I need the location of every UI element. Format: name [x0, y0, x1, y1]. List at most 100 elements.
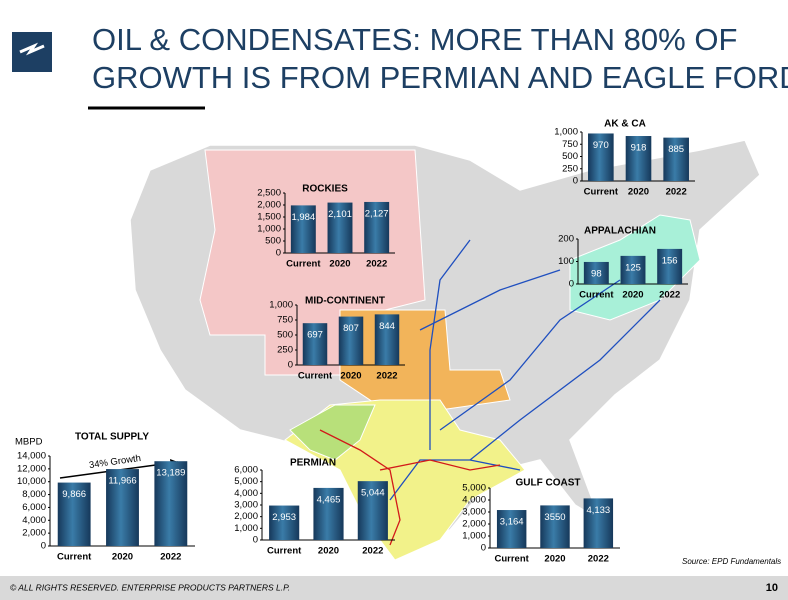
- y-tick-label: 1,000: [234, 523, 258, 534]
- value-label: 2,127: [365, 208, 389, 219]
- y-tick-label: 2,000: [234, 511, 258, 522]
- y-tick-label: 750: [562, 139, 578, 150]
- x-tick-label: Current: [579, 290, 614, 301]
- y-tick-label: 0: [41, 541, 46, 552]
- y-tick-label: 2,000: [22, 528, 46, 539]
- bar: [154, 461, 188, 546]
- y-tick-label: 3,000: [234, 500, 258, 511]
- y-tick-label: 6,000: [22, 502, 46, 513]
- y-tick-label: 250: [562, 163, 578, 174]
- y-tick-label: 10,000: [17, 476, 46, 487]
- y-tick-label: 250: [277, 345, 293, 356]
- value-label: 807: [343, 323, 359, 334]
- value-label: 697: [307, 330, 323, 341]
- bar: [57, 482, 91, 546]
- x-tick-label: 2022: [366, 259, 387, 270]
- y-tick-label: 2,000: [462, 519, 486, 530]
- logo-mark: [19, 42, 45, 56]
- y-tick-label: 1,000: [462, 531, 486, 542]
- x-tick-label: 2020: [329, 259, 350, 270]
- x-tick-label: 2022: [588, 554, 609, 565]
- bar: [496, 510, 527, 548]
- x-tick-label: 2022: [659, 290, 680, 301]
- chart-title: AK & CA: [604, 119, 646, 130]
- y-tick-label: 5,000: [234, 476, 258, 487]
- chart-title: GULF COAST: [516, 478, 581, 489]
- y-tick-label: 2,500: [257, 188, 281, 199]
- y-tick-label: 5,000: [462, 483, 486, 494]
- footer-text: © ALL RIGHTS RESERVED. ENTERPRISE PRODUC…: [10, 582, 290, 592]
- bar: [338, 316, 364, 365]
- value-label: 4,133: [586, 505, 610, 516]
- value-label: 970: [593, 140, 609, 151]
- x-tick-label: Current: [584, 187, 619, 198]
- y-tick-label: 12,000: [17, 463, 46, 474]
- y-tick-label: 0: [253, 535, 258, 546]
- value-label: 2,101: [328, 209, 352, 220]
- y-tick-label: 0: [481, 543, 486, 554]
- y-tick-label: 0: [573, 176, 578, 187]
- x-tick-label: Current: [57, 552, 92, 563]
- value-label: 844: [379, 321, 395, 332]
- x-tick-label: Current: [267, 546, 302, 557]
- x-tick-label: 2022: [160, 552, 181, 563]
- x-tick-label: Current: [495, 554, 530, 565]
- bar: [290, 205, 316, 253]
- bar: [583, 261, 609, 284]
- bar: [357, 481, 388, 540]
- x-tick-label: 2020: [622, 290, 643, 301]
- slide-title-line-1: OIL & CONDENSATES: MORE THAN 80% OF: [92, 22, 737, 57]
- x-tick-label: 2022: [362, 546, 383, 557]
- y-tick-label: 2,000: [257, 200, 281, 211]
- y-tick-label: 200: [558, 234, 574, 245]
- y-tick-label: 4,000: [462, 495, 486, 506]
- bar: [657, 248, 683, 284]
- bar: [374, 314, 400, 365]
- slide-title-line-2: GROWTH IS FROM PERMIAN AND EAGLE FORD: [92, 60, 788, 95]
- value-label: 2,953: [272, 512, 296, 523]
- bar: [327, 202, 353, 253]
- y-tick-label: 750: [277, 315, 293, 326]
- bar: [583, 498, 614, 548]
- value-label: 1,984: [291, 212, 315, 223]
- bar: [588, 133, 614, 181]
- bar: [620, 255, 646, 284]
- chart-title: ROCKIES: [302, 184, 348, 195]
- bar: [302, 323, 328, 365]
- value-label: 13,189: [156, 468, 185, 479]
- y-tick-label: 8,000: [22, 489, 46, 500]
- y-tick-label: 1,000: [554, 127, 578, 138]
- us-map: [129, 139, 761, 561]
- y-tick-label: 1,000: [269, 300, 293, 311]
- value-label: 98: [591, 268, 602, 279]
- x-tick-label: Current: [286, 259, 321, 270]
- x-tick-label: 2020: [112, 552, 133, 563]
- bar: [313, 487, 344, 540]
- value-label: 156: [662, 255, 678, 266]
- bar: [364, 201, 390, 253]
- chart-title: APPALACHIAN: [584, 226, 656, 237]
- chart-title: TOTAL SUPPLY: [75, 432, 149, 443]
- value-label: 3,164: [500, 517, 524, 528]
- value-label: 885: [668, 144, 684, 155]
- x-tick-label: 2020: [544, 554, 565, 565]
- y-tick-label: 100: [558, 256, 574, 267]
- footer-bar: [0, 576, 788, 600]
- value-label: 5,044: [361, 488, 385, 499]
- value-label: 3550: [544, 512, 565, 523]
- chart-title: MID-CONTINENT: [305, 296, 385, 307]
- bar: [269, 505, 300, 540]
- y-tick-label: 4,000: [234, 488, 258, 499]
- y-tick-label: 1,000: [257, 224, 281, 235]
- value-label: 9,866: [62, 489, 86, 500]
- y-axis-label: MBPD: [15, 437, 43, 448]
- y-tick-label: 500: [277, 330, 293, 341]
- value-label: 125: [625, 262, 641, 273]
- y-tick-label: 500: [265, 236, 281, 247]
- y-tick-label: 4,000: [22, 515, 46, 526]
- x-tick-label: 2022: [666, 187, 687, 198]
- page-number: 10: [766, 582, 778, 594]
- x-tick-label: Current: [298, 371, 333, 382]
- bar: [540, 505, 570, 548]
